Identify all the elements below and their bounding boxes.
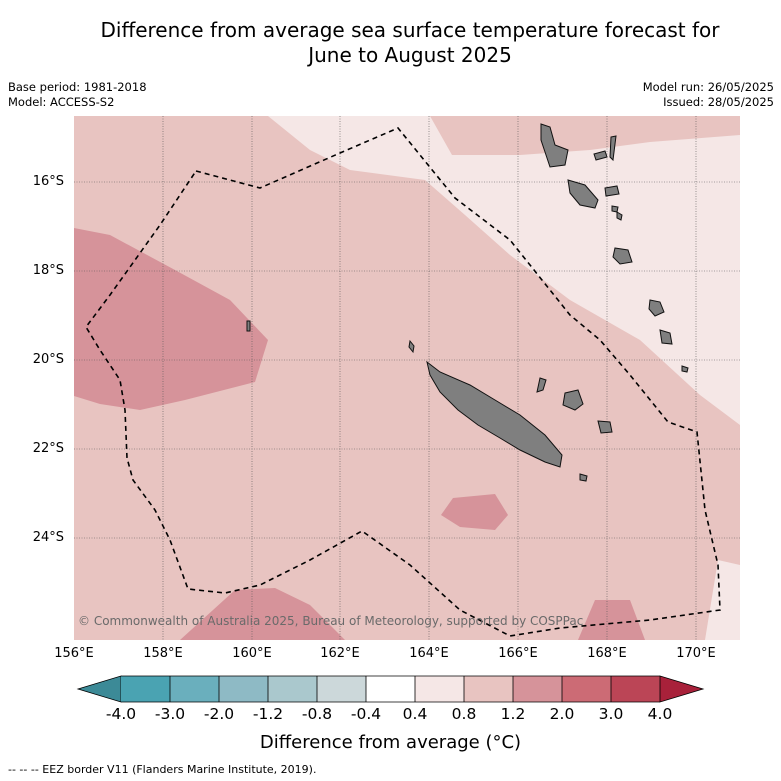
eez-border (85, 127, 721, 637)
title-line-2: June to August 2025 (308, 43, 512, 67)
colorbar-bin-6 (366, 676, 415, 702)
sst-anomaly-field (74, 116, 740, 640)
colorbar-tick: -0.4 (350, 705, 382, 723)
meta-right: Model run: 26/05/2025 Issued: 28/05/2025 (643, 80, 774, 110)
lat-label-22s: 22°S (32, 441, 64, 456)
colorbar-tick: 4.0 (647, 705, 673, 723)
chesterfield-reef (246, 320, 251, 332)
model-run: Model run: 26/05/2025 (642, 80, 774, 94)
colorbar-bin-10 (562, 676, 611, 702)
colorbar-tick: 0.4 (402, 705, 428, 723)
lat-label-24s: 24°S (32, 530, 64, 545)
erromango-island (648, 299, 665, 317)
colorbar-extension-min (76, 675, 122, 703)
colorbar (76, 675, 705, 703)
belep-islands (408, 339, 415, 354)
pentecost-island (609, 135, 617, 162)
lon-label-158e: 158°E (143, 646, 183, 661)
colorbar-extension-max (659, 675, 705, 703)
colorbar-bin-9 (513, 676, 562, 702)
colorbar-tick: 0.8 (451, 705, 477, 723)
lat-label-20s: 20°S (32, 352, 64, 367)
anomaly-region-0.4-0.8-se (705, 560, 740, 640)
anomaly-region-1.2-2.0-south (180, 588, 345, 640)
colorbar-bin-1 (121, 676, 170, 702)
title-line-1: Difference from average sea surface temp… (100, 18, 720, 42)
lon-label-166e: 166°E (498, 646, 538, 661)
colorbar-tick: 2.0 (549, 705, 575, 723)
anomaly-region-0.4-0.8-north (268, 116, 740, 425)
lat-label-18s: 18°S (32, 263, 64, 278)
colorbar-title: Difference from average (°C) (259, 732, 522, 753)
loyalty-island-lifou (562, 389, 584, 411)
base-period: Base period: 1981-2018 (8, 80, 147, 94)
map-title: Difference from average sea surface temp… (40, 18, 780, 68)
epi-island (611, 205, 619, 213)
shepherd-islands (616, 211, 623, 221)
colorbar-bin-4 (268, 676, 317, 702)
ambae-island (593, 150, 608, 161)
lon-label-168e: 168°E (587, 646, 627, 661)
espiritu-santo-island (540, 123, 569, 168)
tanna-island (659, 329, 673, 345)
lon-label-160e: 160°E (232, 646, 272, 661)
colorbar-bin-2 (170, 676, 219, 702)
colorbar-bin-8 (464, 676, 513, 702)
loyalty-island-mare (597, 420, 613, 434)
colorbar-tick: 1.2 (500, 705, 526, 723)
copyright-notice: © Commonwealth of Australia 2025, Bureau… (78, 614, 584, 628)
aneityum-island (681, 365, 689, 373)
model-name: Model: ACCESS-S2 (8, 95, 115, 109)
new-caledonia-island (426, 360, 563, 468)
colorbar-tick: -2.0 (203, 705, 235, 723)
colorbar-tick: -0.8 (301, 705, 333, 723)
colorbar-tick: -4.0 (105, 705, 137, 723)
lon-label-170e: 170°E (676, 646, 716, 661)
colorbar-bin-7 (415, 676, 464, 702)
land-masses (246, 123, 689, 482)
anomaly-region-1.2-2.0-central (441, 494, 508, 530)
lon-label-164e: 164°E (409, 646, 449, 661)
anomaly-region-1.2-2.0-southeast (578, 600, 645, 640)
meta-left: Base period: 1981-2018 Model: ACCESS-S2 (8, 80, 147, 110)
lon-label-156e: 156°E (54, 646, 94, 661)
graticule (74, 116, 740, 640)
malekula-island (567, 179, 599, 209)
issued-date: Issued: 28/05/2025 (663, 95, 774, 109)
colorbar-bin-5 (317, 676, 366, 702)
loyalty-island-ouvea (536, 377, 547, 393)
isle-of-pines (579, 473, 588, 482)
lon-label-162e: 162°E (320, 646, 360, 661)
colorbar-tick: 3.0 (598, 705, 624, 723)
colorbar-bin-11 (611, 676, 660, 702)
colorbar-tick: -3.0 (154, 705, 186, 723)
lat-label-16s: 16°S (32, 174, 64, 189)
colorbar-tick: -1.2 (252, 705, 284, 723)
efate-island (612, 247, 633, 265)
anomaly-region-1.2-2.0-west (74, 228, 268, 410)
eez-legend-footer: -- -- -- EEZ border V11 (Flanders Marine… (8, 763, 317, 776)
ambrym-island (604, 185, 620, 197)
anomaly-region-0.8-1.2-nne (430, 116, 740, 155)
colorbar-bin-3 (219, 676, 268, 702)
